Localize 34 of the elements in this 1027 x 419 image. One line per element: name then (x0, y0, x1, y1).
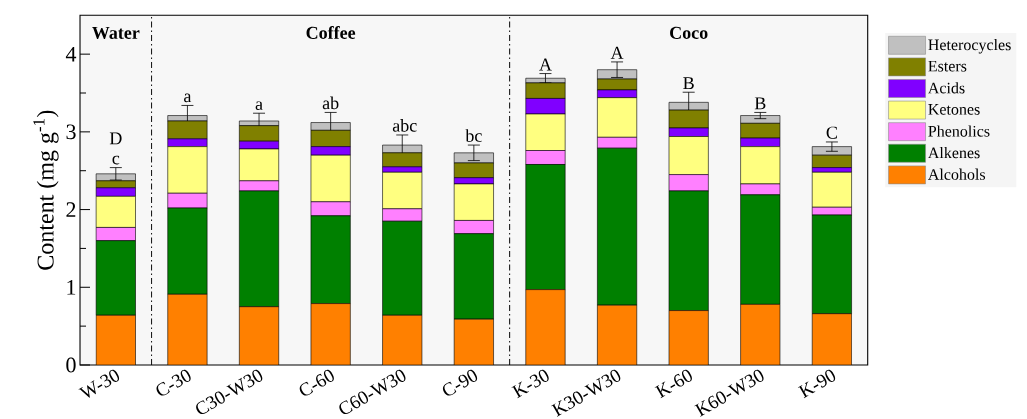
legend-label: Alkenes (927, 146, 980, 159)
x-tick-label: K-90 (797, 369, 836, 399)
data-label: abc (392, 119, 417, 132)
x-tick-label: C-90 (442, 369, 478, 396)
data-label: a (255, 101, 263, 111)
annotation: Coco (670, 26, 708, 39)
annotation: Water (92, 26, 140, 39)
y-tick-label: 2 (66, 202, 76, 217)
data-label: A (610, 46, 624, 59)
data-label: B (683, 77, 694, 90)
legend-label: Acids (927, 82, 965, 94)
annotation: Coffee (306, 26, 356, 39)
data-label: ab (322, 96, 339, 110)
y-tick-label: 4 (65, 46, 77, 62)
x-tick-label: K-60 (654, 369, 692, 399)
data-label: D c (109, 132, 122, 165)
legend-label: Esters (928, 60, 967, 72)
legend-label: Heterocycles (928, 38, 1011, 54)
data-label: B (754, 97, 766, 110)
x-tick-label: C-30 (156, 369, 191, 396)
y-axis-title: Content (mg g$^{-1}$) (33, 110, 59, 270)
y-tick-label: 0 (66, 357, 76, 373)
y-tick-label: 1 (67, 280, 76, 295)
x-tick-label: W-30 (78, 369, 120, 398)
y-tick-label: 3 (66, 124, 76, 140)
legend-label: Ketones (928, 104, 980, 115)
x-tick-label: K-30 (511, 369, 549, 399)
legend-label: Alcohols (927, 168, 986, 180)
data-label: a (184, 93, 192, 103)
data-label: bc (465, 129, 482, 142)
x-tick-label: C-60 (299, 369, 334, 396)
data-label: A (539, 58, 552, 71)
data-label: C (826, 126, 837, 139)
legend-label: Phenolics (928, 125, 990, 137)
